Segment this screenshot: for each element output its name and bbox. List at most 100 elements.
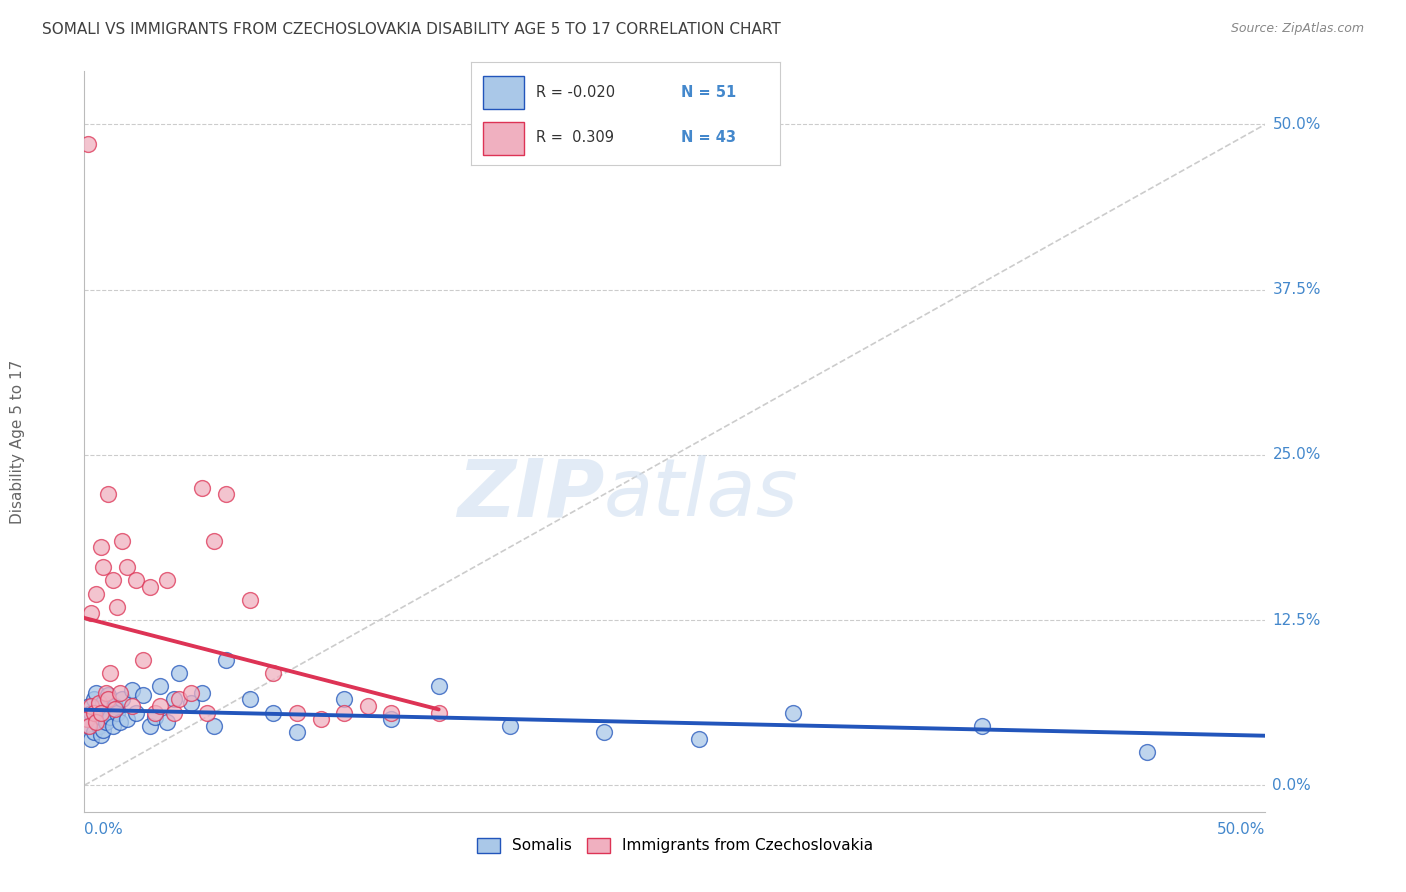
- Text: Source: ZipAtlas.com: Source: ZipAtlas.com: [1230, 22, 1364, 36]
- Bar: [484, 76, 523, 109]
- Point: [84, 586, 107, 600]
- Text: ZIP: ZIP: [457, 456, 605, 533]
- Point: [77, 719, 100, 733]
- Point: [163, 692, 186, 706]
- Point: [125, 706, 148, 720]
- Point: [143, 709, 166, 723]
- Text: 50.0%: 50.0%: [1272, 117, 1320, 132]
- Point: [98, 665, 121, 680]
- Point: [180, 686, 202, 700]
- Text: 50.0%: 50.0%: [1218, 822, 1265, 838]
- Point: [94, 712, 117, 726]
- Text: R =  0.309: R = 0.309: [536, 130, 614, 145]
- Text: 25.0%: 25.0%: [1272, 447, 1320, 462]
- Point: [333, 706, 356, 720]
- Point: [357, 698, 380, 713]
- Point: [90, 541, 112, 555]
- Text: 0.0%: 0.0%: [84, 822, 124, 838]
- Point: [191, 686, 214, 700]
- Point: [97, 487, 120, 501]
- Point: [77, 698, 100, 713]
- Point: [115, 560, 138, 574]
- Point: [156, 574, 179, 588]
- Point: [77, 137, 100, 152]
- Point: [163, 706, 186, 720]
- Point: [90, 728, 112, 742]
- Point: [80, 607, 103, 621]
- Point: [84, 714, 107, 729]
- Point: [688, 731, 710, 746]
- Point: [83, 692, 105, 706]
- Point: [970, 719, 993, 733]
- Point: [87, 696, 110, 710]
- Point: [380, 706, 402, 720]
- Point: [83, 725, 105, 739]
- Point: [149, 698, 172, 713]
- Point: [593, 725, 616, 739]
- Point: [84, 686, 107, 700]
- Point: [80, 731, 103, 746]
- Point: [262, 665, 284, 680]
- Point: [191, 481, 214, 495]
- Point: [91, 723, 114, 737]
- Text: 37.5%: 37.5%: [1272, 282, 1322, 297]
- Point: [498, 719, 520, 733]
- Point: [90, 709, 112, 723]
- Point: [121, 698, 143, 713]
- Point: [87, 706, 110, 720]
- Point: [167, 665, 190, 680]
- Text: 12.5%: 12.5%: [1272, 613, 1320, 627]
- Point: [782, 706, 804, 720]
- Point: [90, 706, 112, 720]
- Point: [107, 706, 129, 720]
- Text: Disability Age 5 to 17: Disability Age 5 to 17: [10, 359, 25, 524]
- Point: [97, 689, 120, 703]
- Point: [167, 692, 190, 706]
- Point: [84, 712, 107, 726]
- Point: [108, 686, 131, 700]
- Point: [139, 580, 162, 594]
- Text: N = 43: N = 43: [682, 130, 737, 145]
- Point: [215, 653, 238, 667]
- Point: [333, 692, 356, 706]
- Text: N = 51: N = 51: [682, 85, 737, 100]
- Point: [83, 706, 105, 720]
- Text: R = -0.020: R = -0.020: [536, 85, 614, 100]
- Point: [380, 712, 402, 726]
- Point: [239, 593, 262, 607]
- Point: [94, 714, 117, 729]
- Point: [101, 574, 124, 588]
- Point: [285, 706, 308, 720]
- Point: [97, 706, 120, 720]
- Point: [215, 487, 238, 501]
- Point: [180, 696, 202, 710]
- Point: [195, 706, 218, 720]
- Point: [285, 725, 308, 739]
- Point: [97, 692, 120, 706]
- Point: [132, 689, 155, 703]
- Point: [111, 692, 134, 706]
- Point: [427, 706, 450, 720]
- Point: [80, 698, 103, 713]
- Bar: [484, 122, 523, 155]
- Point: [239, 692, 262, 706]
- Text: 0.0%: 0.0%: [1272, 778, 1312, 793]
- Point: [202, 533, 225, 548]
- Text: SOMALI VS IMMIGRANTS FROM CZECHOSLOVAKIA DISABILITY AGE 5 TO 17 CORRELATION CHAR: SOMALI VS IMMIGRANTS FROM CZECHOSLOVAKIA…: [42, 22, 780, 37]
- Point: [202, 719, 225, 733]
- Point: [104, 698, 127, 713]
- Point: [132, 653, 155, 667]
- Point: [309, 712, 332, 726]
- Point: [77, 719, 100, 733]
- Point: [94, 686, 117, 700]
- Point: [80, 706, 103, 720]
- Point: [101, 719, 124, 733]
- Point: [156, 714, 179, 729]
- Point: [108, 714, 131, 729]
- Point: [125, 574, 148, 588]
- Point: [76, 712, 98, 726]
- Point: [427, 679, 450, 693]
- Point: [104, 701, 127, 715]
- Point: [143, 706, 166, 720]
- Point: [98, 709, 121, 723]
